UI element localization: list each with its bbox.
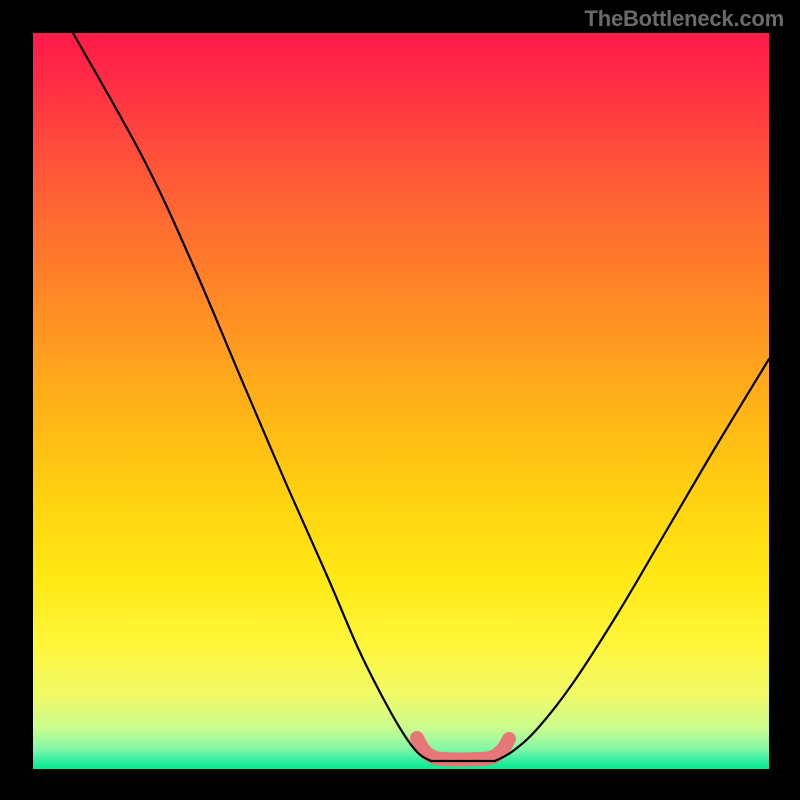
- curve-left-branch: [73, 33, 431, 761]
- chart-plot-area: [33, 33, 769, 769]
- watermark-text: TheBottleneck.com: [584, 6, 784, 32]
- highlight-valley-segment: [417, 738, 509, 759]
- curve-layer: [33, 33, 769, 769]
- curve-right-branch: [495, 359, 769, 761]
